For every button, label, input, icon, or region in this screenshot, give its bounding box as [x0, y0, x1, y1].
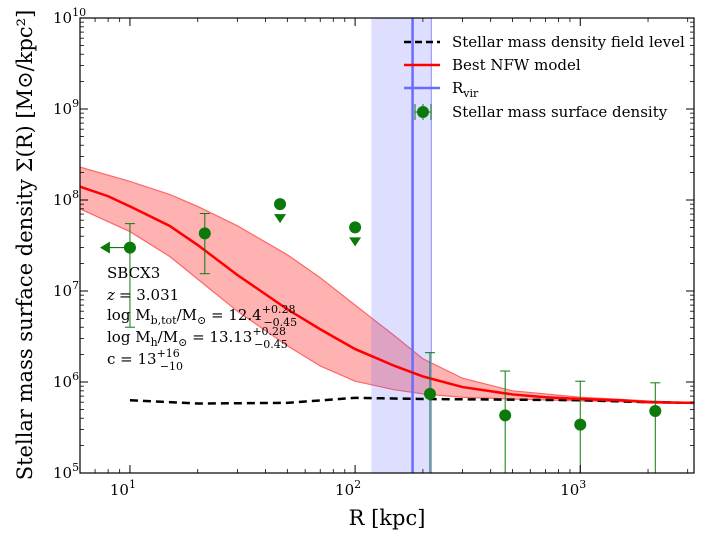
- points-layer: [99, 198, 662, 473]
- y-tick-exp: 9: [72, 97, 79, 110]
- y-tick-exp: 6: [72, 370, 79, 383]
- plot-frame: [79, 17, 695, 474]
- legend-swatch-surface-density: [414, 104, 432, 120]
- annotation-name: SBCX3: [107, 264, 160, 282]
- annotation-redshift: z = 3.031: [106, 286, 179, 304]
- x-axis-label: R [kpc]: [349, 506, 426, 530]
- legend-rvir-sub: vir: [462, 87, 479, 100]
- mh-value: = 13.13: [187, 328, 252, 346]
- y-tick-base: 10: [53, 191, 72, 209]
- nfw-band-layer: [80, 166, 694, 404]
- y-tick-label-3: 107: [53, 279, 79, 300]
- mb-mid: /M: [177, 306, 197, 324]
- c-prefix: c = 13: [107, 350, 157, 368]
- rvir-layer: [371, 18, 432, 473]
- data-point-6: [499, 370, 512, 473]
- annotation-z-value: = 3.031: [119, 286, 179, 304]
- mh-prefix: log M: [107, 328, 151, 346]
- upper-limit-arrow: [274, 214, 287, 224]
- annotation-baryon-mass: log Mb,tot/M⊙ = 12.4+0.28 −0.45: [107, 303, 297, 329]
- y-tick-base: 10: [53, 464, 72, 482]
- y-tick-label-4: 108: [53, 188, 79, 209]
- annotation-box: SBCX3 z = 3.031 log Mb,tot/M⊙ = 12.4+0.28…: [106, 264, 297, 373]
- data-point-2: [198, 213, 211, 275]
- legend-label-field-level: Stellar mass density field level: [452, 33, 685, 51]
- legend-label-surface-density: Stellar mass surface density: [452, 103, 668, 121]
- mh-subs: −0.45: [254, 338, 288, 351]
- data-point-7: [574, 380, 587, 473]
- mh-sub: h: [151, 336, 158, 349]
- x-tick-exp: 2: [354, 478, 361, 491]
- y-tick-label-2: 106: [53, 370, 79, 391]
- data-marker: [123, 241, 136, 254]
- x-tick-label-2: 102: [335, 478, 361, 499]
- c-subs: −10: [160, 360, 183, 373]
- annotation-halo-mass: log Mh/M⊙ = 13.13+0.28 −0.45: [107, 325, 288, 351]
- mb-sup: +0.28: [262, 303, 296, 316]
- y-tick-exp: 7: [72, 279, 79, 292]
- mb-value: = 12.4: [206, 306, 262, 324]
- nfw-model-line: [80, 185, 694, 405]
- upper-limit-arrow: [349, 237, 362, 247]
- data-marker: [499, 409, 512, 422]
- c-sup: +16: [157, 347, 180, 360]
- limit-arrow-head: [99, 241, 110, 254]
- data-marker: [423, 387, 436, 400]
- nfw-uncertainty-band: [80, 167, 694, 403]
- mb-subs: −0.45: [263, 316, 297, 329]
- x-tick-label-1: 101: [110, 478, 136, 499]
- legend-rvir-main: R: [452, 79, 464, 97]
- annotation-z-label: z: [106, 286, 115, 304]
- x-tick-base: 10: [560, 481, 579, 499]
- data-marker: [349, 221, 362, 234]
- y-tick-base: 10: [53, 282, 72, 300]
- x-tick-base: 10: [335, 481, 354, 499]
- x-tick-exp: 1: [129, 478, 136, 491]
- y-axis-label: Stellar mass surface density Σ(R) [M⊙/kp…: [13, 10, 37, 481]
- data-point-3: [274, 198, 287, 224]
- nfw-band-upper-edge: [80, 166, 694, 404]
- y-tick-exp: 5: [72, 461, 79, 474]
- rvir-uncertainty-band: [371, 18, 432, 473]
- data-point-8: [649, 382, 662, 473]
- y-tick-base: 10: [53, 100, 72, 118]
- x-tick-base: 10: [110, 481, 129, 499]
- mh-sup: +0.28: [252, 325, 286, 338]
- mb-sub: b,tot: [151, 314, 178, 327]
- y-tick-label-5: 109: [53, 97, 79, 118]
- y-tick-base: 10: [53, 373, 72, 391]
- data-marker: [274, 198, 287, 211]
- data-marker: [198, 227, 211, 240]
- data-point-1: [99, 223, 136, 328]
- data-marker: [574, 418, 587, 431]
- legend-label-rvir: Rvir: [452, 79, 479, 100]
- nfw-band-lower-edge: [80, 208, 694, 404]
- mh-sun: ⊙: [178, 336, 187, 349]
- x-tick-label-3: 103: [560, 478, 586, 499]
- data-point-5: [423, 352, 436, 473]
- y-tick-exp: 8: [72, 188, 79, 201]
- mh-mid: /M: [158, 328, 178, 346]
- mb-prefix: log M: [107, 306, 151, 324]
- y-tick-label-6: 1010: [53, 6, 86, 27]
- y-tick-base: 10: [53, 9, 72, 27]
- annotation-concentration: c = 13+16 −10: [107, 347, 183, 373]
- legend-marker: [417, 106, 429, 118]
- y-tick-label-1: 105: [53, 461, 79, 482]
- mb-sun: ⊙: [197, 314, 206, 327]
- data-marker: [649, 405, 662, 418]
- legend-label-nfw: Best NFW model: [452, 56, 581, 74]
- legend: Stellar mass density field level Best NF…: [404, 33, 685, 121]
- data-point-4: [349, 221, 362, 247]
- lines-layer: [80, 185, 694, 405]
- y-tick-exp: 10: [72, 6, 86, 19]
- x-tick-exp: 3: [579, 478, 586, 491]
